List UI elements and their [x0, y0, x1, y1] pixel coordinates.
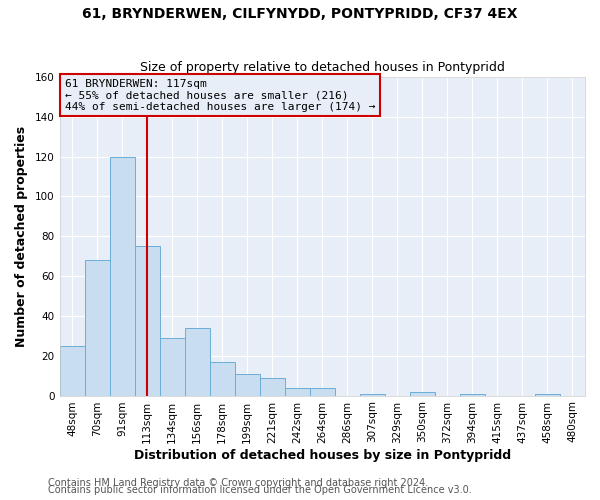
Text: Contains public sector information licensed under the Open Government Licence v3: Contains public sector information licen…	[48, 485, 472, 495]
Bar	[410, 392, 435, 396]
Bar	[310, 388, 335, 396]
Bar	[460, 394, 485, 396]
Y-axis label: Number of detached properties: Number of detached properties	[15, 126, 28, 347]
Text: Contains HM Land Registry data © Crown copyright and database right 2024.: Contains HM Land Registry data © Crown c…	[48, 478, 428, 488]
Bar	[360, 394, 385, 396]
Bar	[285, 388, 310, 396]
Bar	[535, 394, 560, 396]
Bar	[85, 260, 110, 396]
Bar	[185, 328, 209, 396]
Bar	[235, 374, 260, 396]
Bar	[110, 156, 134, 396]
Bar	[134, 246, 160, 396]
Bar	[160, 338, 185, 396]
X-axis label: Distribution of detached houses by size in Pontypridd: Distribution of detached houses by size …	[134, 450, 511, 462]
Text: 61, BRYNDERWEN, CILFYNYDD, PONTYPRIDD, CF37 4EX: 61, BRYNDERWEN, CILFYNYDD, PONTYPRIDD, C…	[82, 8, 518, 22]
Text: 61 BRYNDERWEN: 117sqm
← 55% of detached houses are smaller (216)
44% of semi-det: 61 BRYNDERWEN: 117sqm ← 55% of detached …	[65, 78, 376, 112]
Bar	[209, 362, 235, 396]
Bar	[260, 378, 285, 396]
Title: Size of property relative to detached houses in Pontypridd: Size of property relative to detached ho…	[140, 62, 505, 74]
Bar	[59, 346, 85, 396]
